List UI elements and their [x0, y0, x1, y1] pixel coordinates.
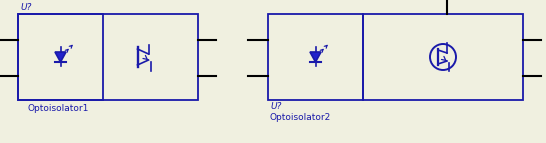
Bar	[363, 14, 523, 100]
Text: Optoisolator2: Optoisolator2	[270, 113, 331, 122]
Bar	[18, 14, 103, 100]
Bar	[18, 14, 198, 100]
Text: U?: U?	[20, 3, 31, 12]
Text: Optoisolator1: Optoisolator1	[28, 104, 90, 113]
Bar	[268, 14, 363, 100]
Polygon shape	[55, 52, 66, 62]
Polygon shape	[310, 52, 321, 62]
Text: U?: U?	[270, 102, 281, 111]
